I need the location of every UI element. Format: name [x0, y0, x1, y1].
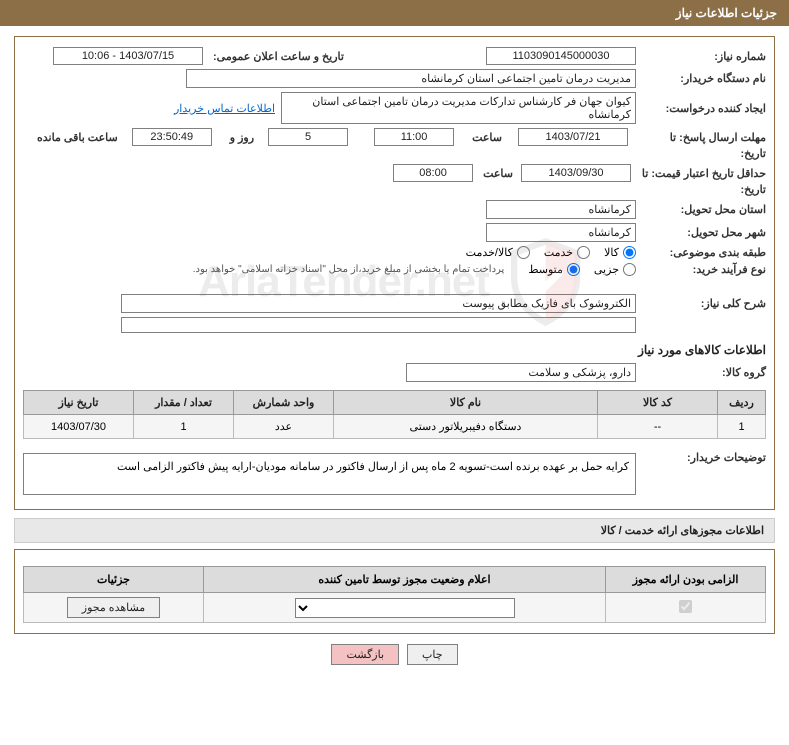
buyer-label: نام دستگاه خریدار:: [646, 72, 766, 85]
category-radios: کالا خدمت کالا/خدمت: [466, 246, 636, 259]
radio-medium-label: متوسط: [528, 263, 563, 276]
buyer-notes-label: توضیحات خریدار:: [646, 447, 766, 464]
th-status: اعلام وضعیت مجوز توسط تامین کننده: [204, 567, 606, 593]
requestor-field: کیوان جهان فر کارشناس تدارکات مدیریت درم…: [281, 92, 636, 124]
radio-service-label: خدمت: [544, 246, 573, 259]
th-code: کد کالا: [598, 391, 718, 415]
hour-label-2: ساعت: [479, 167, 513, 180]
radio-partial-label: جزیی: [594, 263, 619, 276]
back-button[interactable]: بازگشت: [331, 644, 399, 665]
th-name: نام کالا: [334, 391, 598, 415]
deadline-time-field: 11:00: [374, 128, 454, 146]
city-label: شهر محل تحویل:: [646, 226, 766, 239]
minvalid-time-field: 08:00: [393, 164, 473, 182]
buyer-field: مدیریت درمان تامین اجتماعی استان کرمانشا…: [186, 69, 636, 88]
status-select[interactable]: [295, 598, 515, 618]
table-header-row: ردیف کد کالا نام کالا واحد شمارش تعداد /…: [24, 391, 766, 415]
license-header-row: الزامی بودن ارائه مجوز اعلام وضعیت مجوز …: [24, 567, 766, 593]
main-form: AriaTender.net شماره نیاز: 1103090145000…: [14, 36, 775, 510]
radio-goods-service[interactable]: کالا/خدمت: [466, 246, 530, 259]
license-section-header: اطلاعات مجوزهای ارائه خدمت / کالا: [14, 518, 775, 543]
radio-service-input[interactable]: [577, 246, 590, 259]
radio-partial[interactable]: جزیی: [594, 263, 636, 276]
page-header: جزئیات اطلاعات نیاز: [0, 0, 789, 26]
category-label: طبقه بندی موضوعی:: [646, 246, 766, 259]
td-qty: 1: [134, 415, 234, 439]
announce-label: تاریخ و ساعت اعلان عمومی:: [209, 50, 344, 63]
process-radios: جزیی متوسط: [528, 263, 636, 276]
action-buttons: چاپ بازگشت: [0, 644, 789, 665]
summary-field: الکتروشوک بای فازیک مطابق پیوست: [121, 294, 636, 313]
license-table: الزامی بودن ارائه مجوز اعلام وضعیت مجوز …: [23, 566, 766, 623]
payment-note: پرداخت تمام یا بخشی از مبلغ خرید،از محل …: [193, 264, 505, 275]
goods-table: ردیف کد کالا نام کالا واحد شمارش تعداد /…: [23, 390, 766, 439]
requestor-label: ایجاد کننده درخواست:: [646, 102, 766, 115]
announce-field: 1403/07/15 - 10:06: [53, 47, 203, 65]
print-button[interactable]: چاپ: [407, 644, 458, 665]
summary-field-2: [121, 317, 636, 333]
need-no-label: شماره نیاز:: [646, 50, 766, 63]
view-license-button[interactable]: مشاهده مجوز: [67, 597, 160, 618]
td-row: 1: [718, 415, 766, 439]
license-section: الزامی بودن ارائه مجوز اعلام وضعیت مجوز …: [14, 549, 775, 634]
th-unit: واحد شمارش: [234, 391, 334, 415]
header-title: جزئیات اطلاعات نیاز: [676, 6, 777, 20]
deadline-date-field: 1403/07/21: [518, 128, 628, 146]
countdown-field: 23:50:49: [132, 128, 212, 146]
group-label: گروه کالا:: [646, 366, 766, 379]
hour-label-1: ساعت: [468, 131, 502, 144]
radio-goods[interactable]: کالا: [604, 246, 636, 259]
td-unit: عدد: [234, 415, 334, 439]
radio-goods-input[interactable]: [623, 246, 636, 259]
group-field: دارو، پزشکی و سلامت: [406, 363, 636, 382]
td-code: --: [598, 415, 718, 439]
th-qty: تعداد / مقدار: [134, 391, 234, 415]
th-date: تاریخ نیاز: [24, 391, 134, 415]
radio-service[interactable]: خدمت: [544, 246, 590, 259]
mandatory-checkbox: [679, 600, 692, 613]
buyer-notes-box: کرایه حمل بر عهده برنده است-تسویه 2 ماه …: [23, 453, 636, 495]
radio-goods-service-label: کالا/خدمت: [466, 246, 513, 259]
minvalid-date-field: 1403/09/30: [521, 164, 631, 182]
td-details: مشاهده مجوز: [24, 593, 204, 623]
radio-medium[interactable]: متوسط: [528, 263, 580, 276]
radio-goods-label: کالا: [604, 246, 619, 259]
deadline-label-b: تاریخ:: [646, 147, 766, 160]
license-section-title: اطلاعات مجوزهای ارائه خدمت / کالا: [601, 525, 764, 537]
td-status: [204, 593, 606, 623]
th-mandatory: الزامی بودن ارائه مجوز: [606, 567, 766, 593]
td-mandatory: [606, 593, 766, 623]
remaining-label: ساعت باقی مانده: [33, 131, 118, 144]
days-and-label: روز و: [226, 131, 254, 144]
province-field: کرمانشاه: [486, 200, 636, 219]
td-date: 1403/07/30: [24, 415, 134, 439]
minvalid-label-b: تاریخ:: [646, 183, 766, 196]
th-row: ردیف: [718, 391, 766, 415]
contact-link[interactable]: اطلاعات تماس خریدار: [174, 102, 275, 115]
days-remaining-field: 5: [268, 128, 348, 146]
license-row: مشاهده مجوز: [24, 593, 766, 623]
province-label: استان محل تحویل:: [646, 203, 766, 216]
deadline-label-a: مهلت ارسال پاسخ: تا: [646, 131, 766, 144]
summary-label: شرح کلی نیاز:: [646, 297, 766, 310]
minvalid-label-a: حداقل تاریخ اعتبار قیمت: تا: [631, 167, 766, 180]
radio-medium-input[interactable]: [567, 263, 580, 276]
goods-section-title: اطلاعات کالاهای مورد نیاز: [23, 343, 766, 357]
need-no-field: 1103090145000030: [486, 47, 636, 65]
table-row: 1 -- دستگاه دفیبریلاتور دستی عدد 1 1403/…: [24, 415, 766, 439]
radio-partial-input[interactable]: [623, 263, 636, 276]
radio-goods-service-input[interactable]: [517, 246, 530, 259]
th-details: جزئیات: [24, 567, 204, 593]
td-name: دستگاه دفیبریلاتور دستی: [334, 415, 598, 439]
process-label: نوع فرآیند خرید:: [646, 263, 766, 276]
city-field: کرمانشاه: [486, 223, 636, 242]
